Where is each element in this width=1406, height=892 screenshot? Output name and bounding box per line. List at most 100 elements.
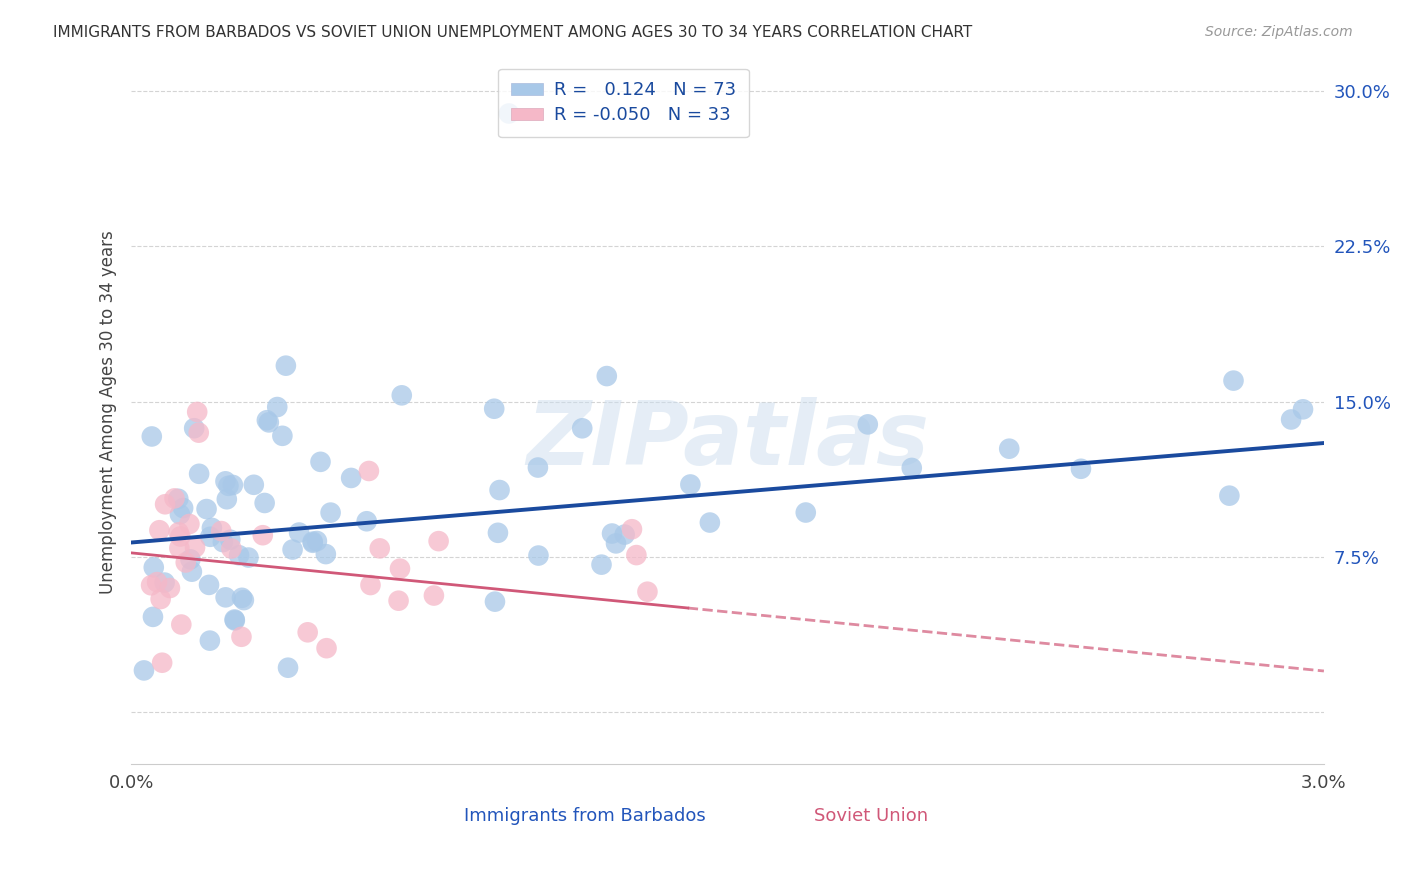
Point [315, 641, 337, 656]
Text: Immigrants from Barbados: Immigrants from Barbados [464, 806, 706, 824]
Point [356, 514, 378, 528]
Point [591, 558, 613, 572]
Point [243, 477, 266, 491]
Point [159, 581, 181, 595]
Point [484, 594, 506, 608]
Point [253, 496, 276, 510]
Point [224, 612, 246, 626]
Point [794, 506, 817, 520]
Point [388, 562, 411, 576]
Point [527, 549, 550, 563]
Point [179, 552, 201, 566]
Y-axis label: Unemployment Among Ages 30 to 34 years: Unemployment Among Ages 30 to 34 years [100, 230, 117, 594]
Point [571, 421, 593, 435]
Point [391, 388, 413, 402]
Point [998, 442, 1021, 456]
Point [679, 477, 702, 491]
Point [153, 575, 176, 590]
Point [169, 541, 191, 555]
Point [613, 527, 636, 541]
Point [217, 479, 239, 493]
Point [1070, 462, 1092, 476]
Point [340, 471, 363, 485]
Point [596, 369, 619, 384]
Point [198, 633, 221, 648]
Point [214, 475, 236, 489]
Point [357, 464, 380, 478]
Point [360, 578, 382, 592]
Point [527, 460, 550, 475]
Point [149, 592, 172, 607]
Point [231, 630, 253, 644]
Point [856, 417, 879, 432]
Point [626, 548, 648, 562]
Point [1218, 489, 1240, 503]
Text: ZIPatlas: ZIPatlas [526, 397, 929, 483]
Point [636, 584, 658, 599]
Point [277, 661, 299, 675]
Point [200, 530, 222, 544]
Point [266, 400, 288, 414]
Text: Soviet Union: Soviet Union [814, 806, 928, 824]
Point [198, 578, 221, 592]
Point [174, 556, 197, 570]
Point [148, 523, 170, 537]
Point [172, 501, 194, 516]
Point [146, 575, 169, 590]
Point [169, 529, 191, 543]
Point [288, 525, 311, 540]
Point [183, 421, 205, 435]
Point [163, 491, 186, 506]
Text: IMMIGRANTS FROM BARBADOS VS SOVIET UNION UNEMPLOYMENT AMONG AGES 30 TO 34 YEARS : IMMIGRANTS FROM BARBADOS VS SOVIET UNION… [53, 25, 973, 40]
Point [274, 359, 297, 373]
Point [256, 413, 278, 427]
Point [699, 516, 721, 530]
Point [219, 533, 242, 547]
Point [187, 425, 209, 440]
Point [169, 508, 191, 522]
Point [212, 535, 235, 549]
Point [150, 656, 173, 670]
Point [297, 625, 319, 640]
Point [1279, 412, 1302, 426]
Text: Source: ZipAtlas.com: Source: ZipAtlas.com [1205, 25, 1353, 39]
Point [1222, 374, 1244, 388]
Point [167, 525, 190, 540]
Point [195, 502, 218, 516]
Point [305, 534, 328, 549]
Point [139, 578, 162, 592]
Point [319, 506, 342, 520]
Point [484, 401, 506, 416]
Point [215, 492, 238, 507]
Point [281, 542, 304, 557]
Point [423, 589, 446, 603]
Point [387, 593, 409, 607]
Point [132, 664, 155, 678]
Point [368, 541, 391, 556]
Point [252, 528, 274, 542]
Point [600, 526, 623, 541]
Point [232, 593, 254, 607]
Point [301, 536, 323, 550]
Point [188, 467, 211, 481]
Point [900, 461, 922, 475]
Point [221, 541, 243, 556]
Point [309, 455, 332, 469]
Point [620, 522, 643, 536]
Point [170, 617, 193, 632]
Point [209, 524, 232, 538]
Point [231, 591, 253, 605]
Point [271, 429, 294, 443]
Point [427, 534, 450, 549]
Point [184, 541, 207, 555]
Point [179, 516, 201, 531]
Point [257, 416, 280, 430]
Point [1292, 402, 1315, 417]
Point [238, 550, 260, 565]
Point [141, 429, 163, 443]
Point [224, 614, 246, 628]
Point [498, 106, 520, 120]
Point [222, 478, 245, 492]
Point [201, 521, 224, 535]
Point [315, 547, 337, 561]
